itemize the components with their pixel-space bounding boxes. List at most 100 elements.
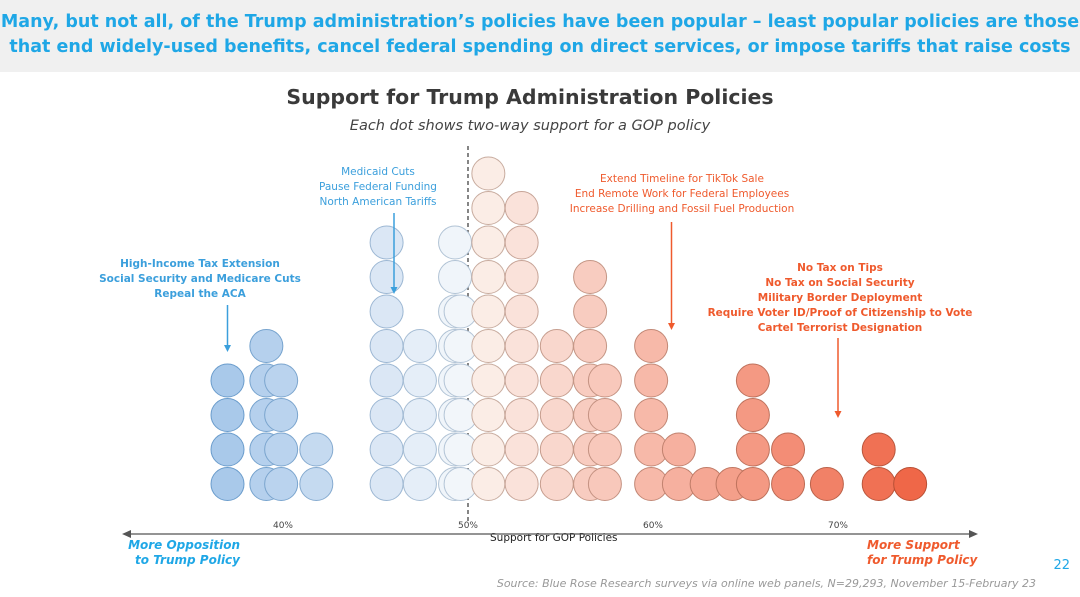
- policy-dot: [634, 329, 669, 363]
- policy-dot: [634, 363, 669, 398]
- source-note: Source: Blue Rose Research surveys via o…: [496, 577, 1036, 590]
- policy-dot: [771, 432, 806, 467]
- policy-dot: [573, 294, 608, 329]
- x-tick-label: 50%: [458, 521, 478, 531]
- end-label-line: More Opposition: [128, 538, 240, 552]
- annotation-line: Pause Federal Funding: [319, 181, 437, 193]
- policy-dot: [504, 294, 539, 329]
- annotation-line: End Remote Work for Federal Employees: [574, 188, 790, 200]
- policy-dot: [210, 432, 245, 467]
- policy-dot: [369, 467, 404, 501]
- x-axis-title: Support for GOP Policies: [490, 532, 618, 544]
- x-tick-label: 40%: [273, 521, 293, 531]
- policy-dot: [504, 467, 539, 501]
- policy-dot: [471, 329, 506, 363]
- policy-dot: [587, 363, 622, 398]
- policy-dot: [861, 467, 896, 501]
- policy-dot: [369, 363, 404, 398]
- annotation-medicaid: Medicaid Cuts Pause Federal Funding Nort…: [298, 165, 458, 210]
- policy-dot: [504, 398, 539, 432]
- policy-dot: [299, 432, 334, 467]
- policy-dot: [504, 225, 539, 260]
- slide-headline: Many, but not all, of the Trump administ…: [0, 12, 1080, 57]
- end-label-line: for Trump Policy: [867, 553, 978, 567]
- policy-dot: [369, 225, 404, 260]
- policy-dot: [299, 467, 334, 501]
- policy-dot: [369, 294, 404, 329]
- policy-dot: [471, 467, 506, 501]
- policy-dot: [587, 467, 622, 501]
- policy-dot: [249, 329, 284, 363]
- policy-dot: [369, 260, 404, 294]
- policy-dot: [539, 329, 574, 363]
- policy-dot: [539, 398, 574, 432]
- headline-band: [0, 0, 1080, 72]
- policy-dot: [402, 467, 437, 501]
- policy-dot: [264, 467, 299, 501]
- policy-dot: [809, 467, 844, 501]
- policy-dot: [504, 260, 539, 294]
- policy-dot: [587, 398, 622, 432]
- policy-dot: [438, 260, 473, 294]
- right-arrowhead: [969, 530, 978, 538]
- policy-dot: [264, 398, 299, 432]
- policy-dot: [210, 363, 245, 398]
- x-tick-label: 60%: [643, 521, 663, 531]
- annotation-arrowhead: [668, 323, 675, 330]
- policy-dot: [402, 398, 437, 432]
- end-label-line: to Trump Policy: [135, 553, 240, 567]
- policy-dot: [210, 398, 245, 432]
- policy-dot: [402, 329, 437, 363]
- policy-dot: [735, 432, 770, 467]
- policy-dot: [210, 467, 245, 501]
- policy-dot: [661, 432, 696, 467]
- annotation-arrowhead: [224, 345, 231, 352]
- policy-dot: [539, 432, 574, 467]
- annotation-arrowhead: [834, 411, 842, 418]
- policy-dot: [471, 225, 506, 260]
- x-tick-label: 70%: [828, 521, 848, 531]
- policy-dot: [369, 432, 404, 467]
- policy-dot: [369, 398, 404, 432]
- annotation-line: Military Border Deployment: [757, 292, 923, 304]
- policy-dot: [504, 363, 539, 398]
- policy-dot: [573, 260, 608, 294]
- chart-title: Support for Trump Administration Policie…: [286, 85, 774, 109]
- left-arrowhead: [122, 530, 131, 538]
- annotation-no-tax: No Tax on Tips No Tax on Social Security…: [700, 261, 980, 336]
- annotation-line: Repeal the ACA: [154, 288, 246, 300]
- annotation-line: No Tax on Tips: [797, 262, 883, 274]
- page-number: 22: [1053, 558, 1070, 573]
- policy-dot: [634, 398, 669, 432]
- policy-dot: [402, 432, 437, 467]
- policy-dot: [539, 363, 574, 398]
- policy-dot: [735, 467, 770, 501]
- policy-dot: [471, 294, 506, 329]
- policy-dot: [587, 432, 622, 467]
- more-opposition-label: More Opposition to Trump Policy: [120, 538, 240, 568]
- annotation-line: North American Tariffs: [319, 196, 437, 208]
- annotation-arrowhead: [390, 287, 398, 294]
- policy-dot: [735, 363, 770, 398]
- end-label-line: More Support: [867, 538, 960, 552]
- annotation-line: Require Voter ID/Proof of Citizenship to…: [707, 307, 973, 319]
- policy-dot: [471, 363, 506, 398]
- policy-dot: [471, 398, 506, 432]
- annotation-tiktok: Extend Timeline for TikTok Sale End Remo…: [552, 172, 812, 217]
- policy-dot: [504, 191, 539, 225]
- policy-dot: [504, 329, 539, 363]
- policy-dot: [504, 432, 539, 467]
- policy-dot: [471, 260, 506, 294]
- policy-dot: [471, 156, 506, 191]
- policy-dot: [264, 432, 299, 467]
- annotation-line: No Tax on Social Security: [765, 277, 915, 289]
- annotation-line: Extend Timeline for TikTok Sale: [600, 173, 764, 185]
- policy-dot: [771, 467, 806, 501]
- more-support-label: More Support for Trump Policy: [867, 538, 987, 568]
- annotation-line: Increase Drilling and Fossil Fuel Produc…: [569, 203, 795, 215]
- policy-dot: [438, 225, 473, 260]
- annotation-line: High-Income Tax Extension: [120, 258, 280, 270]
- annotation-line: Medicaid Cuts: [341, 166, 415, 178]
- chart-subtitle: Each dot shows two-way support for a GOP…: [349, 118, 711, 134]
